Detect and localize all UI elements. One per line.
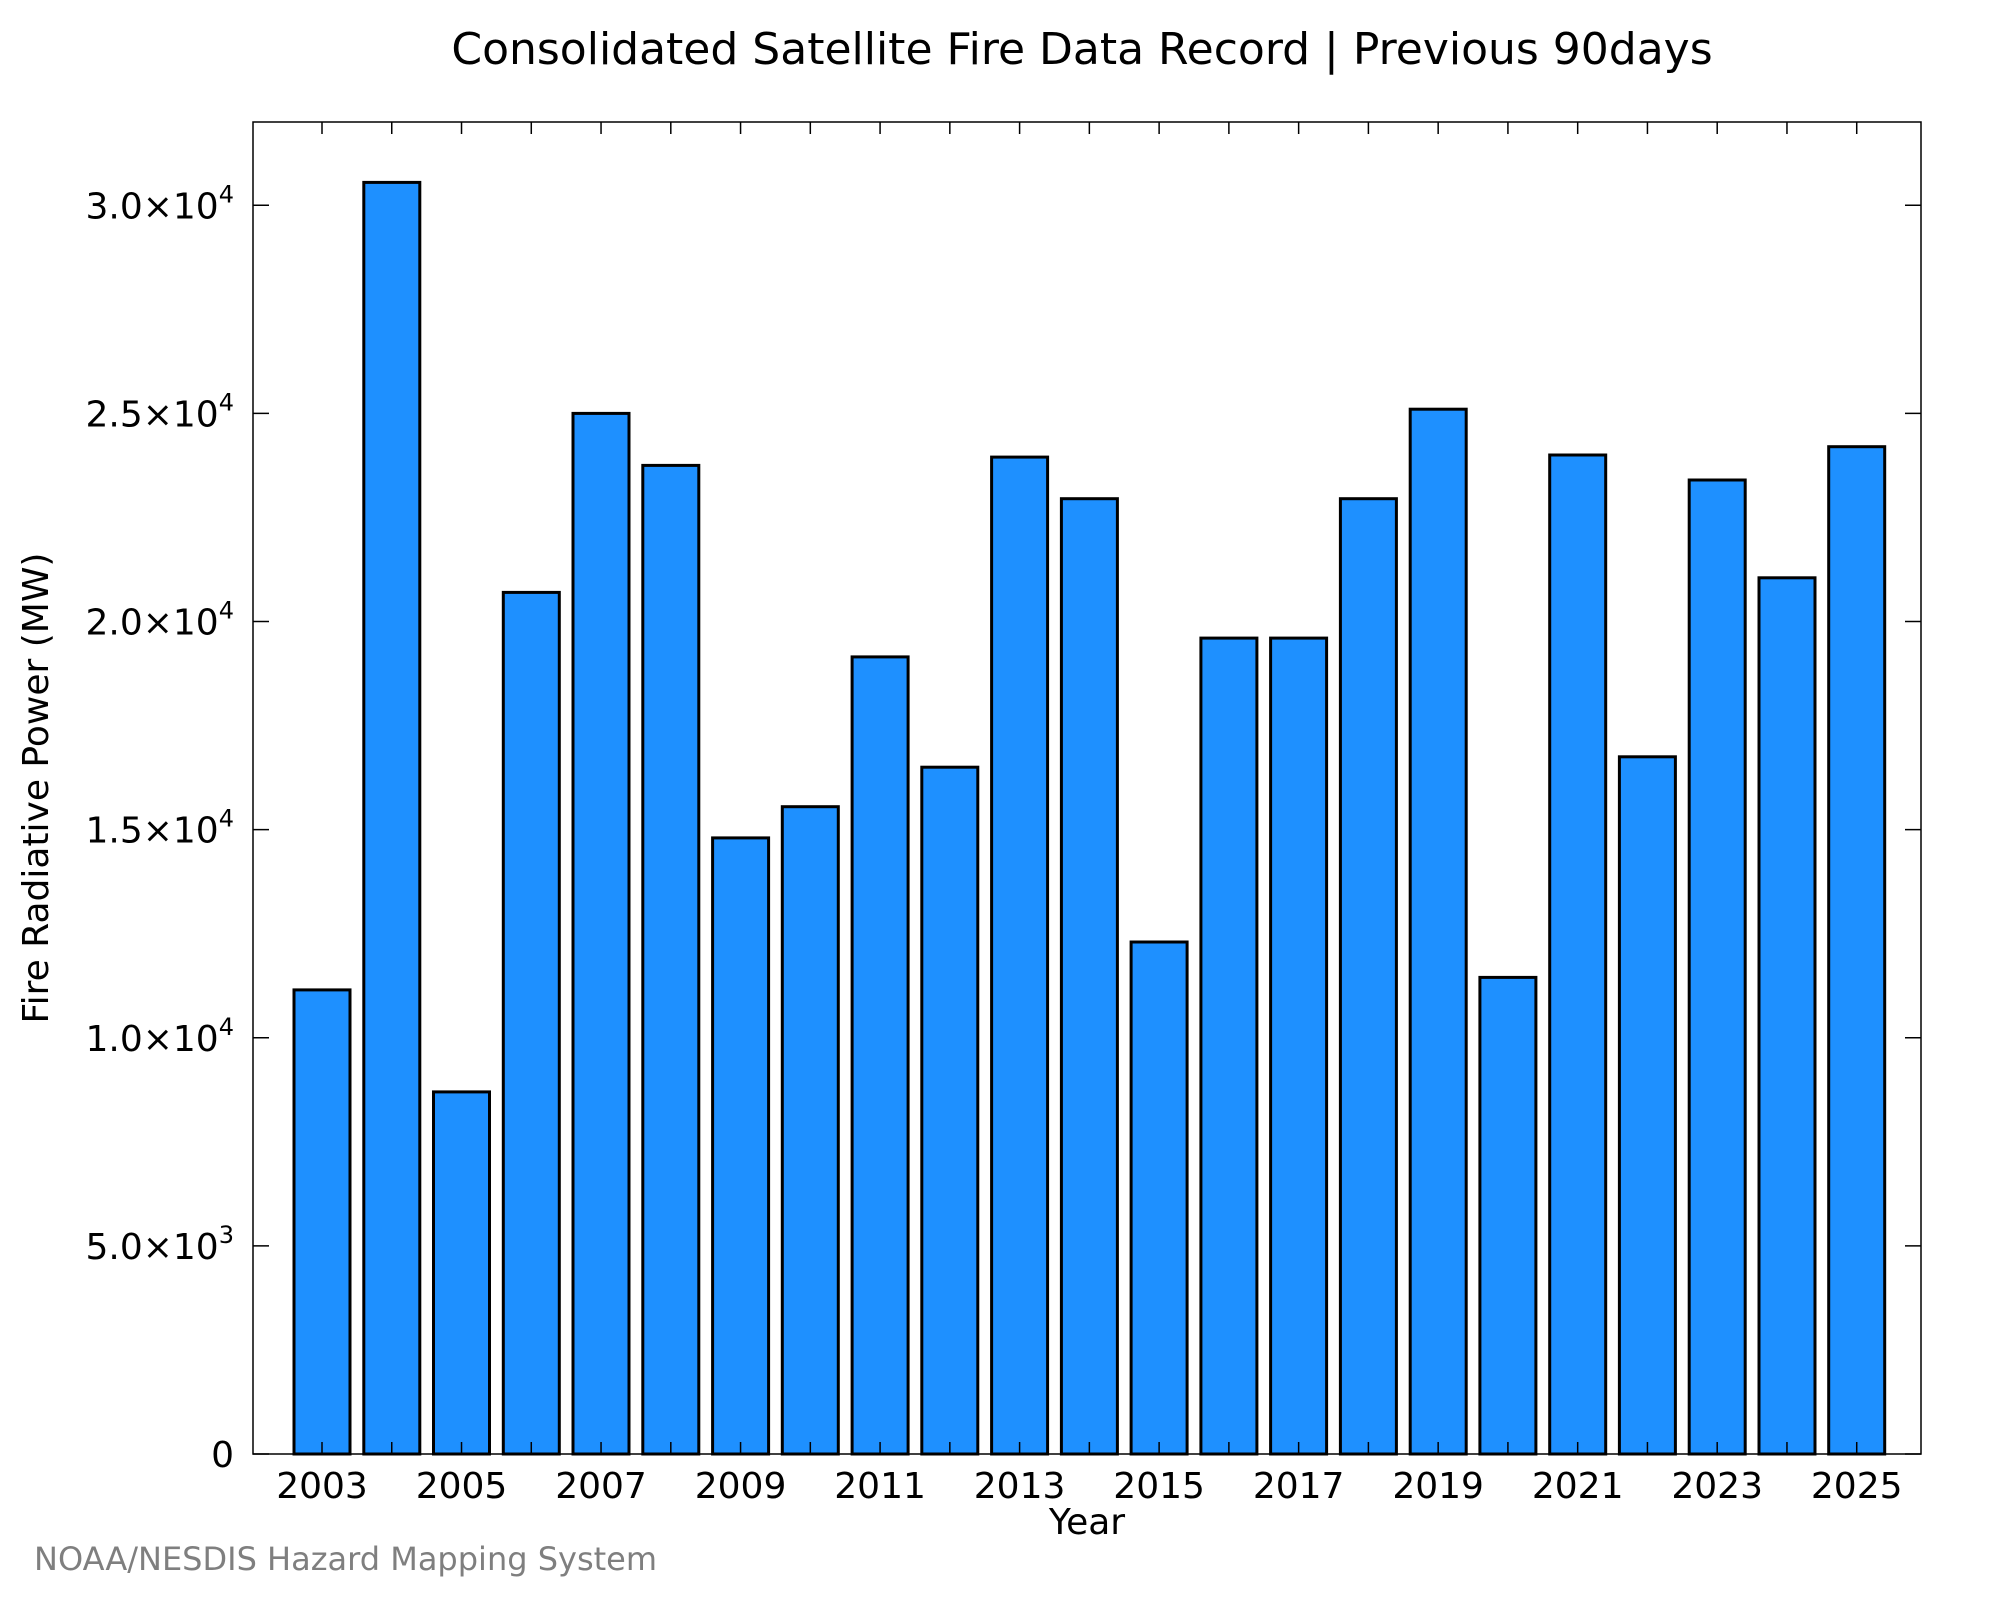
x-tick-label-2003: 2003 [276, 1466, 368, 1507]
bar-2009 [711, 836, 771, 1456]
bar-2019 [1408, 407, 1468, 1456]
x-tick-label-2017: 2017 [1253, 1466, 1345, 1507]
bar-2005 [432, 1090, 491, 1456]
y-tick-label: 1.5×104 [85, 805, 234, 852]
y-tick-label: 1.0×104 [85, 1013, 234, 1060]
x-tick-label-2025: 2025 [1811, 1466, 1903, 1507]
y-tick-label: 2.5×104 [85, 388, 234, 435]
y-tick-label: 3.0×104 [85, 180, 234, 227]
plot-frame [252, 121, 1922, 1455]
x-tick-label-2019: 2019 [1392, 1466, 1484, 1507]
bar-2020 [1478, 975, 1538, 1456]
bar-2025 [1827, 445, 1887, 1456]
x-tick-label-2007: 2007 [555, 1466, 647, 1507]
bar-2022 [1617, 755, 1677, 1456]
bar-2008 [641, 463, 701, 1456]
x-tick-label-2015: 2015 [1113, 1466, 1205, 1507]
bars-group [292, 180, 1887, 1456]
x-tick-label-2009: 2009 [695, 1466, 787, 1507]
x-tick-label-2013: 2013 [974, 1466, 1066, 1507]
y-axis: 0 5.0×103 1.0×104 1.5×104 2.0×104 2.5×104 3.0×… [85, 180, 1921, 1476]
bar-2003 [292, 988, 352, 1456]
bar-2018 [1338, 497, 1398, 1456]
bar-2014 [1059, 497, 1119, 1456]
bar-2010 [780, 805, 840, 1456]
x-tick-label-2023: 2023 [1671, 1466, 1763, 1507]
x-tick-label-2021: 2021 [1532, 1466, 1624, 1507]
bar-2016 [1199, 636, 1259, 1456]
bar-2011 [850, 655, 910, 1456]
bar-2006 [501, 590, 561, 1456]
bar-2017 [1269, 636, 1329, 1456]
x-tick-label-2005: 2005 [416, 1466, 508, 1507]
bar-2013 [990, 455, 1050, 1456]
y-tick-label: 5.0×103 [85, 1221, 234, 1268]
bar-2015 [1129, 940, 1189, 1456]
y-axis-label: Fire Radiative Power (MW) [16, 553, 57, 1024]
x-axis-label: Year [1048, 1502, 1125, 1543]
x-axis: 2003 2005 2007 2009 2011 2013 2015 2017 2019 2021… [276, 122, 1903, 1507]
bar-2004 [362, 180, 422, 1456]
bar-2012 [920, 765, 980, 1456]
x-tick-label-2011: 2011 [834, 1466, 926, 1507]
bar-2023 [1687, 478, 1747, 1456]
bar-2024 [1757, 576, 1817, 1456]
bar-2021 [1548, 453, 1608, 1456]
y-tick-label: 0 [211, 1435, 234, 1476]
y-tick-label: 2.0×104 [85, 597, 234, 644]
chart-title: Consolidated Satellite Fire Data Record … [451, 24, 1712, 75]
bar-2007 [571, 411, 631, 1456]
source-credit: NOAA/NESDIS Hazard Mapping System [34, 1540, 658, 1578]
